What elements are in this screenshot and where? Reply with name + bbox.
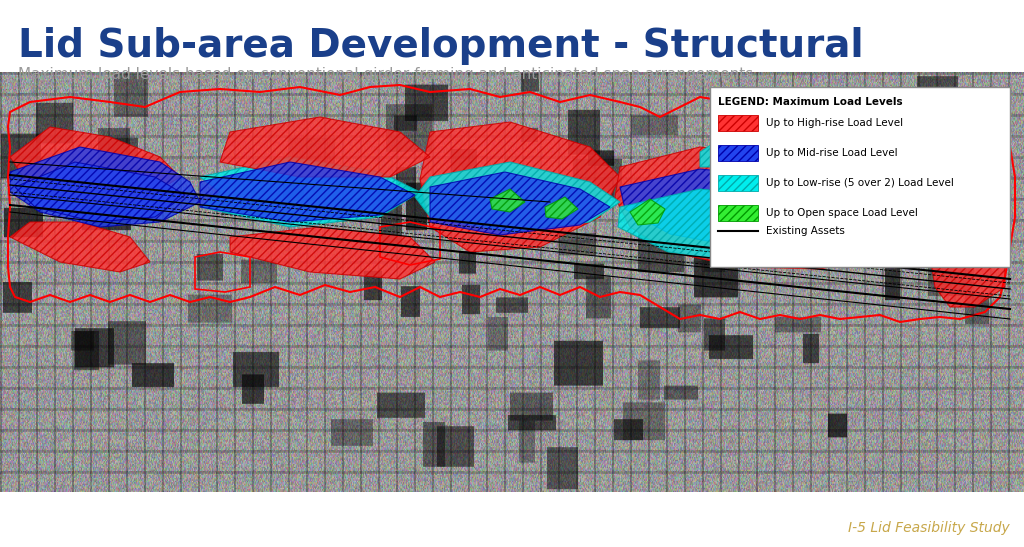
Bar bbox=[718, 175, 758, 191]
Text: Lid Sub-area Development - Structural: Lid Sub-area Development - Structural bbox=[18, 27, 863, 65]
Polygon shape bbox=[10, 222, 150, 272]
Polygon shape bbox=[490, 189, 525, 212]
Text: Up to High-rise Load Level: Up to High-rise Load Level bbox=[766, 118, 903, 128]
Polygon shape bbox=[200, 162, 415, 222]
Polygon shape bbox=[430, 172, 610, 235]
Text: Existing Assets: Existing Assets bbox=[766, 226, 845, 236]
Text: Up to Low-rise (5 over 2) Load Level: Up to Low-rise (5 over 2) Load Level bbox=[766, 178, 954, 188]
Bar bbox=[710, 87, 1010, 267]
Polygon shape bbox=[220, 117, 430, 177]
Polygon shape bbox=[415, 162, 620, 232]
Polygon shape bbox=[630, 199, 665, 225]
Polygon shape bbox=[545, 197, 578, 219]
Polygon shape bbox=[618, 189, 925, 265]
Polygon shape bbox=[420, 122, 620, 252]
Polygon shape bbox=[10, 127, 180, 202]
Bar bbox=[718, 145, 758, 161]
Text: Up to Open space Load Level: Up to Open space Load Level bbox=[766, 208, 918, 218]
Bar bbox=[718, 205, 758, 221]
Polygon shape bbox=[230, 227, 435, 279]
Text: Maximum load levels based on conventional girder framing and anticipated span ar: Maximum load levels based on conventiona… bbox=[18, 67, 768, 82]
Text: I-5 Lid Feasibility Study: I-5 Lid Feasibility Study bbox=[848, 521, 1010, 535]
Polygon shape bbox=[15, 162, 185, 222]
Polygon shape bbox=[700, 132, 770, 167]
Text: Up to Mid-rise Load Level: Up to Mid-rise Load Level bbox=[766, 148, 898, 158]
Bar bbox=[718, 115, 758, 131]
Polygon shape bbox=[615, 147, 950, 269]
Polygon shape bbox=[930, 217, 1005, 307]
Polygon shape bbox=[10, 147, 200, 227]
Polygon shape bbox=[200, 157, 420, 227]
Text: LEGEND: Maximum Load Levels: LEGEND: Maximum Load Levels bbox=[718, 97, 902, 107]
Polygon shape bbox=[620, 169, 930, 249]
